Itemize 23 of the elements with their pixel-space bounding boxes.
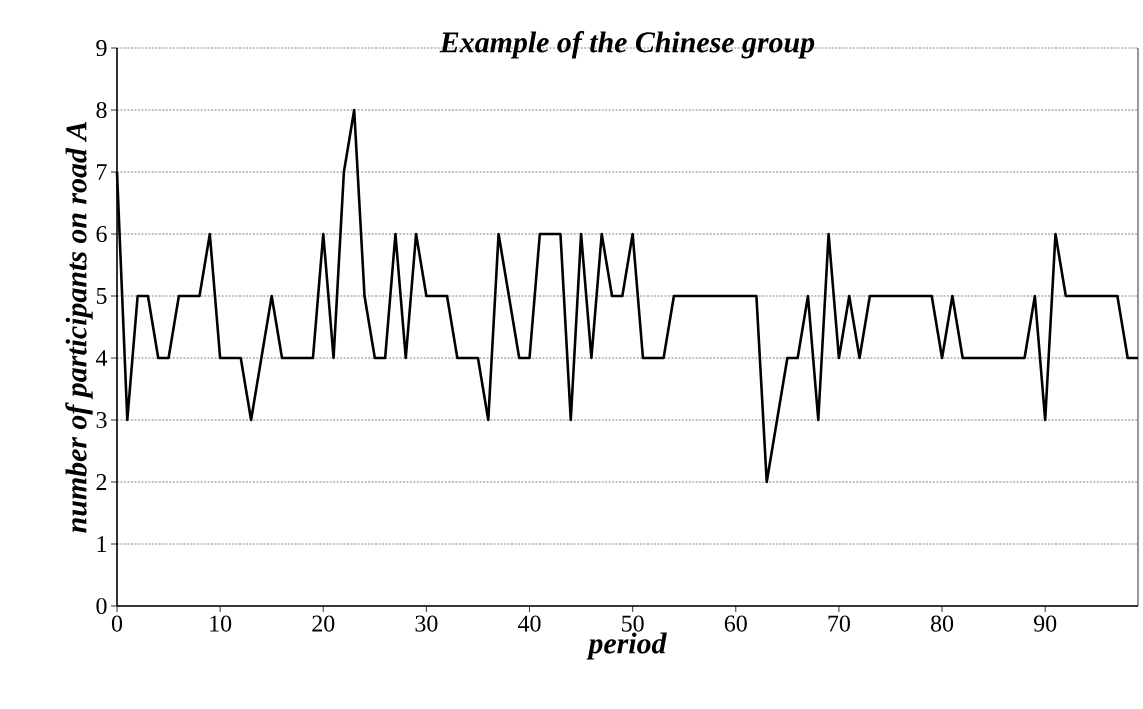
chart-title: Example of the Chinese group [439,31,815,59]
y-tick-label: 3 [96,411,107,429]
y-tick-label: 4 [95,350,108,366]
y-tick-label: 8 [96,101,107,119]
x-tick-label: 60 [724,615,747,632]
x-tick-label: 20 [312,615,335,632]
x-tick-label: 50 [622,615,644,632]
x-tick-label: 40 [518,615,541,632]
y-tick-label: 0 [96,597,107,615]
x-axis-title: period [586,632,667,660]
x-tick-label: 10 [210,615,232,632]
y-axis-title: number of participants on road A [65,121,93,533]
x-tick-label: 70 [828,615,850,632]
y-tick-label: 9 [96,39,107,57]
x-tick-label: 30 [415,615,438,632]
y-tick-label: 5 [96,288,107,304]
y-tick-label: 2 [96,474,107,490]
y-tick-label: 1 [97,536,107,552]
y-tick-label: 6 [96,225,107,243]
x-tick-label: 0 [111,615,123,632]
y-tick-label: 7 [97,164,107,180]
x-tick-label: 90 [1033,615,1057,632]
x-tick-label: 80 [930,615,954,632]
